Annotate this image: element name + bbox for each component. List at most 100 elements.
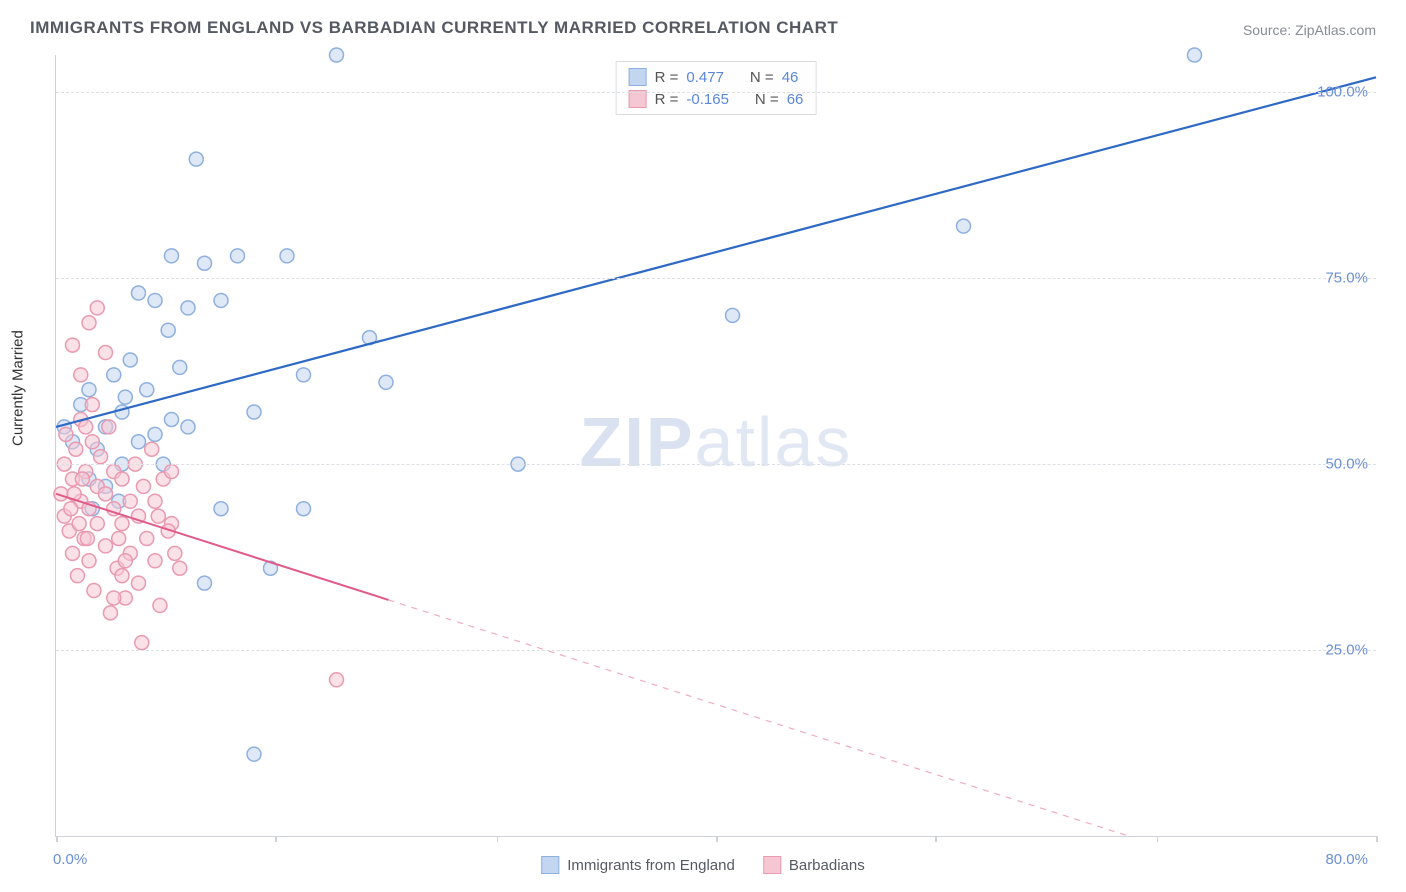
scatter-point	[168, 546, 182, 560]
stat-r-value: 0.477	[686, 69, 724, 86]
x-tick	[716, 836, 718, 842]
chart-plot-area: ZIPatlas R = 0.477N = 46R = -0.165N = 66…	[55, 55, 1376, 837]
scatter-point	[59, 427, 73, 441]
scatter-point	[123, 494, 137, 508]
scatter-point	[379, 375, 393, 389]
scatter-point	[115, 472, 129, 486]
scatter-point	[99, 346, 113, 360]
legend-swatch	[541, 856, 559, 874]
y-tick-label: 50.0%	[1325, 456, 1368, 473]
scatter-point	[64, 502, 78, 516]
scatter-point	[173, 561, 187, 575]
scatter-point	[85, 435, 99, 449]
scatter-point	[297, 368, 311, 382]
legend-label: Immigrants from England	[567, 857, 735, 874]
scatter-point	[87, 584, 101, 598]
scatter-point	[145, 442, 159, 456]
scatter-point	[153, 598, 167, 612]
scatter-point	[214, 502, 228, 516]
scatter-point	[123, 353, 137, 367]
x-tick	[275, 836, 277, 842]
scatter-point	[74, 368, 88, 382]
scatter-point	[66, 546, 80, 560]
scatter-point	[115, 569, 129, 583]
scatter-point	[132, 286, 146, 300]
scatter-point	[181, 301, 195, 315]
scatter-point	[90, 517, 104, 531]
scatter-point	[1188, 48, 1202, 62]
scatter-point	[132, 576, 146, 590]
scatter-point	[148, 554, 162, 568]
stat-r-label: R =	[655, 69, 679, 86]
scatter-point	[330, 673, 344, 687]
gridline-h	[56, 92, 1376, 93]
stat-n-value: 46	[782, 69, 799, 86]
scatter-point	[330, 48, 344, 62]
scatter-point	[115, 517, 129, 531]
scatter-point	[297, 502, 311, 516]
x-axis-label-max: 80.0%	[1325, 851, 1368, 868]
scatter-point	[99, 539, 113, 553]
stats-row: R = 0.477 N = 46	[629, 66, 804, 88]
scatter-point	[82, 554, 96, 568]
legend-swatch	[629, 68, 647, 86]
regression-line-extrapolated	[388, 600, 1128, 836]
legend-item: Barbadians	[763, 856, 865, 874]
scatter-point	[198, 256, 212, 270]
scatter-point	[173, 360, 187, 374]
gridline-h	[56, 278, 1376, 279]
bottom-legend: Immigrants from England Barbadians	[541, 856, 864, 874]
scatter-point	[94, 450, 108, 464]
scatter-point	[107, 368, 121, 382]
legend-item: Immigrants from England	[541, 856, 735, 874]
x-tick	[1376, 836, 1378, 842]
scatter-point	[99, 487, 113, 501]
scatter-point	[69, 442, 83, 456]
scatter-point	[161, 323, 175, 337]
scatter-point	[247, 405, 261, 419]
correlation-stats-box: R = 0.477N = 46R = -0.165N = 66	[616, 61, 817, 115]
source-attribution: Source: ZipAtlas.com	[1243, 22, 1376, 38]
legend-swatch	[763, 856, 781, 874]
scatter-point	[148, 293, 162, 307]
gridline-h	[56, 650, 1376, 651]
scatter-point	[80, 531, 94, 545]
x-axis-label-min: 0.0%	[53, 851, 87, 868]
scatter-point	[82, 383, 96, 397]
scatter-point	[135, 636, 149, 650]
scatter-point	[148, 427, 162, 441]
scatter-point	[82, 316, 96, 330]
scatter-point	[165, 412, 179, 426]
scatter-point	[90, 301, 104, 315]
scatter-point	[70, 569, 84, 583]
scatter-point	[118, 390, 132, 404]
y-tick-label: 25.0%	[1325, 642, 1368, 659]
scatter-point	[148, 494, 162, 508]
scatter-point	[118, 554, 132, 568]
scatter-point	[136, 479, 150, 493]
y-axis-title: Currently Married	[10, 330, 27, 446]
scatter-point	[231, 249, 245, 263]
scatter-point	[140, 383, 154, 397]
scatter-point	[151, 509, 165, 523]
y-tick-label: 100.0%	[1317, 84, 1368, 101]
x-tick	[56, 836, 58, 842]
scatter-point	[726, 308, 740, 322]
scatter-point	[957, 219, 971, 233]
scatter-point	[280, 249, 294, 263]
scatter-point	[66, 338, 80, 352]
x-tick	[1157, 836, 1159, 842]
scatter-point	[247, 747, 261, 761]
scatter-point	[79, 420, 93, 434]
scatter-point	[140, 531, 154, 545]
scatter-point	[198, 576, 212, 590]
legend-label: Barbadians	[789, 857, 865, 874]
scatter-point	[214, 293, 228, 307]
stat-n-label: N =	[750, 69, 774, 86]
scatter-point	[189, 152, 203, 166]
plot-svg	[56, 55, 1376, 836]
x-tick	[497, 836, 499, 842]
scatter-point	[165, 249, 179, 263]
scatter-point	[103, 606, 117, 620]
scatter-point	[165, 465, 179, 479]
